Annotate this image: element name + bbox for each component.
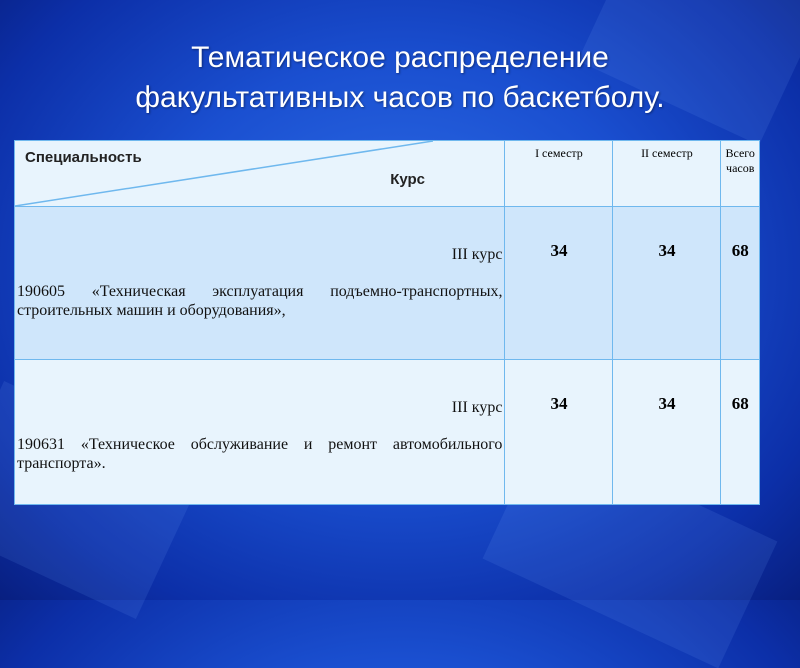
semester2-hours: 34 — [612, 359, 722, 505]
specialty-header: Специальность — [25, 149, 142, 166]
slide-title: Тематическое распределение факультативных… — [0, 38, 800, 118]
specialty-cell: III курс 190631 «Техническое обслуживание… — [13, 359, 506, 505]
specialty-text: 190605 «Техническая эксплуатация подъемн… — [17, 283, 503, 319]
header-row: Специальность Курс I семестр II семестр … — [13, 140, 760, 207]
hours-table: Специальность Курс I семестр II семестр … — [13, 140, 760, 505]
table-row: III курс 190631 «Техническое обслуживание… — [13, 359, 760, 505]
title-line: факультативных часов по баскетболу. — [135, 81, 665, 114]
col-header: Всего часов — [720, 140, 760, 207]
semester1-hours: 34 — [504, 359, 614, 505]
semester1-hours: 34 — [504, 206, 614, 360]
col-header: I семестр — [504, 140, 614, 207]
total-hours: 68 — [720, 359, 760, 505]
specialty-cell: III курс 190605 «Техническая эксплуатация… — [13, 206, 506, 360]
semester2-hours: 34 — [612, 206, 722, 360]
diagonal-header-cell: Специальность Курс — [13, 140, 506, 207]
diagonal-line — [15, 141, 433, 206]
total-hours: 68 — [720, 206, 760, 360]
title-line: Тематическое распределение — [191, 41, 609, 74]
specialty-text: 190631 «Техническое обслуживание и ремон… — [17, 436, 503, 472]
course-header: Курс — [390, 171, 425, 188]
course-label: III курс — [451, 246, 503, 263]
course-label: III курс — [451, 399, 503, 416]
col-header: II семестр — [612, 140, 722, 207]
table-row: III курс 190605 «Техническая эксплуатация… — [13, 206, 760, 360]
